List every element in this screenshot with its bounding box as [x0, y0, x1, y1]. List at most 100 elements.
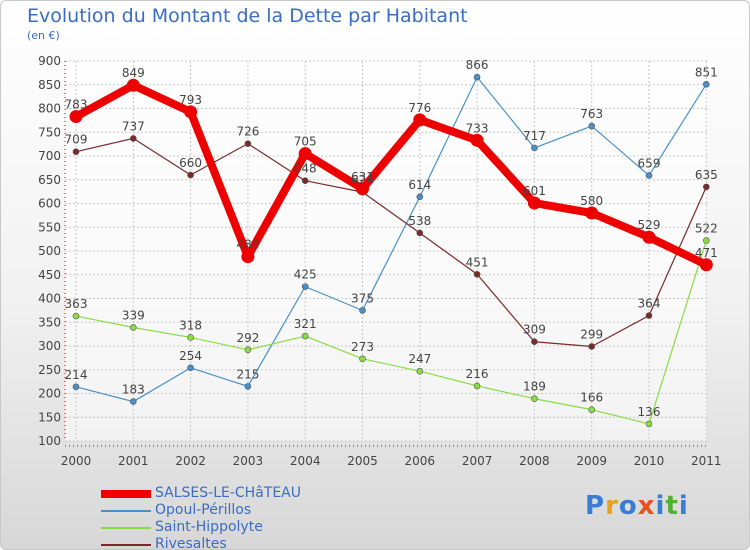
series-line-0 — [72, 81, 711, 269]
data-label: 737 — [122, 119, 145, 133]
data-point — [642, 230, 656, 244]
y-tick-label: 550 — [38, 220, 61, 234]
data-label: 763 — [580, 107, 603, 121]
x-tick-label: 2009 — [576, 454, 607, 468]
y-tick-label: 500 — [38, 244, 61, 258]
proxiti-logo: Proxiti — [585, 491, 689, 521]
data-label: 635 — [695, 168, 718, 182]
data-label: 309 — [523, 323, 546, 337]
logo-letter: r — [605, 491, 619, 521]
x-tick-label: 2010 — [634, 454, 665, 468]
data-point — [301, 332, 309, 340]
data-label: 321 — [294, 317, 317, 331]
data-label: 273 — [351, 340, 374, 354]
data-label: 522 — [695, 222, 718, 236]
data-point — [588, 406, 596, 413]
series-line-1 — [75, 76, 707, 403]
x-tick-label: 2001 — [118, 454, 149, 468]
y-tick-label: 100 — [38, 434, 61, 448]
data-point — [416, 193, 424, 201]
y-tick-label: 800 — [38, 102, 61, 116]
data-point — [702, 80, 710, 88]
data-label: 709 — [65, 133, 88, 147]
data-label: 538 — [408, 214, 431, 228]
data-point — [645, 420, 653, 428]
data-point — [130, 398, 137, 405]
data-label: 783 — [65, 98, 88, 112]
data-label: 375 — [351, 291, 374, 305]
data-point — [72, 312, 80, 320]
data-label: 631 — [351, 170, 374, 184]
data-point — [588, 343, 596, 350]
y-tick-label: 900 — [38, 54, 61, 68]
y-tick-label: 150 — [38, 410, 61, 424]
y-tick-label: 350 — [38, 315, 61, 329]
data-point — [130, 324, 137, 331]
data-point — [473, 270, 481, 278]
data-point — [359, 355, 366, 363]
data-point — [531, 144, 538, 152]
data-point — [416, 229, 424, 237]
y-tick-label: 250 — [38, 363, 61, 377]
x-tick-label: 2005 — [347, 454, 378, 468]
data-label: 292 — [236, 331, 259, 345]
x-tick-label: 2004 — [290, 454, 321, 468]
data-label: 339 — [122, 308, 145, 322]
data-label: 648 — [294, 162, 317, 176]
chart-subtitle: (en €) — [27, 29, 60, 42]
legend-swatch — [101, 527, 151, 529]
data-label: 733 — [466, 121, 489, 135]
data-label: 299 — [580, 327, 603, 341]
data-point — [126, 78, 140, 92]
y-tick-label: 700 — [38, 149, 61, 163]
data-label: 425 — [294, 268, 317, 282]
data-point — [298, 147, 312, 161]
data-point — [470, 133, 484, 147]
legend-swatch — [101, 490, 151, 498]
y-tick-label: 750 — [38, 125, 61, 139]
y-tick-label: 400 — [38, 292, 61, 306]
legend-swatch — [101, 510, 151, 512]
data-point — [702, 183, 710, 191]
x-tick-label: 2006 — [405, 454, 436, 468]
data-point — [301, 283, 309, 290]
data-label: 866 — [466, 58, 489, 72]
legend-label: Saint-Hippolyte — [155, 519, 263, 535]
data-point — [244, 383, 252, 390]
data-point — [416, 367, 424, 375]
y-tick-label: 600 — [38, 197, 61, 211]
data-label: 471 — [695, 246, 718, 260]
logo-letter: o — [618, 491, 638, 521]
y-tick-label: 450 — [38, 268, 61, 282]
data-label: 705 — [294, 135, 317, 149]
data-point — [413, 113, 427, 127]
legend-swatch — [101, 544, 151, 546]
legend-label: Rivesaltes — [155, 536, 227, 550]
data-point — [645, 312, 653, 319]
logo-letter: P — [585, 491, 606, 521]
data-label: 166 — [580, 391, 603, 405]
x-tick-label: 2011 — [691, 454, 722, 468]
data-point — [244, 346, 252, 354]
data-label: 726 — [236, 125, 259, 139]
data-label: 660 — [179, 156, 202, 170]
data-label: 529 — [638, 218, 661, 232]
x-tick-label: 2007 — [462, 454, 493, 468]
data-label: 136 — [638, 405, 661, 419]
data-label: 776 — [408, 101, 431, 115]
legend-label: SALSES-LE-CHâTEAU — [155, 485, 301, 501]
x-tick-label: 2003 — [233, 454, 264, 468]
data-point — [130, 135, 137, 142]
data-point — [702, 237, 710, 244]
data-label: 659 — [638, 156, 661, 170]
data-label: 601 — [523, 184, 546, 198]
data-label: 318 — [179, 318, 202, 332]
data-point — [187, 171, 194, 179]
data-label: 624 — [351, 173, 374, 187]
series-line-3 — [75, 137, 707, 348]
data-point — [244, 140, 252, 147]
data-point — [588, 122, 596, 130]
data-label: 183 — [122, 383, 145, 397]
